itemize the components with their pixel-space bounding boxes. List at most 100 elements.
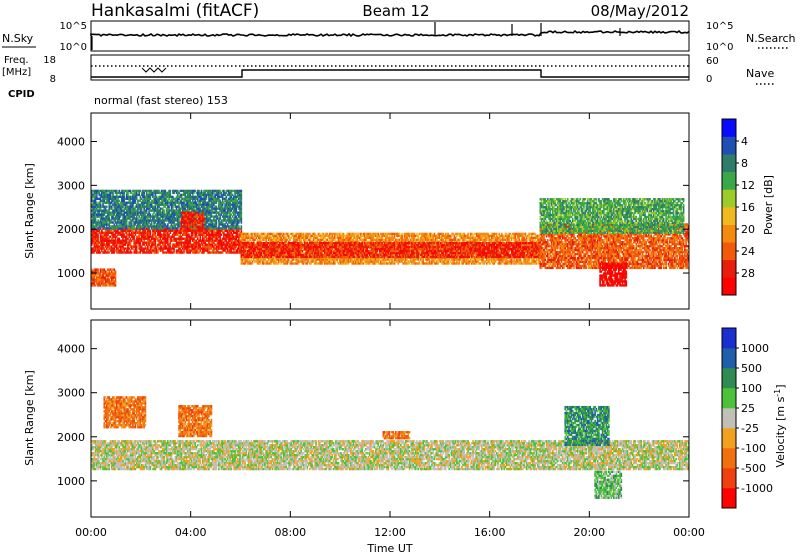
data-region xyxy=(564,405,610,446)
nave-tick-bottom: 0 xyxy=(706,74,712,85)
colorbar-swatch xyxy=(722,448,736,469)
colorbar-swatch xyxy=(722,408,736,429)
y-tick-label: 3000 xyxy=(57,387,85,400)
data-region xyxy=(599,262,628,287)
nsky-tick-bottom: 10^0 xyxy=(60,42,87,53)
power-heatmap xyxy=(91,189,689,287)
velocity-colorbar-label: Velocity [m s-1] xyxy=(773,384,787,467)
nave-dip xyxy=(141,67,167,73)
freq-label-1: Freq. xyxy=(4,55,29,66)
nave-tick-top: 60 xyxy=(706,56,719,67)
colorbar-tick-label: 12 xyxy=(741,179,755,192)
velocity-axes: 1000 2000 3000 4000 xyxy=(57,343,689,488)
date-title: 08/May/2012 xyxy=(591,2,689,20)
colorbar-swatch xyxy=(722,488,736,509)
colorbar-tick-label: 28 xyxy=(741,267,755,280)
colorbar-tick-label: 1000 xyxy=(741,342,769,355)
nsky-tick-top: 10^5 xyxy=(60,21,87,32)
nsearch-label: N.Search xyxy=(746,32,796,45)
data-region xyxy=(91,227,243,254)
nsky-label: N.Sky xyxy=(2,32,34,45)
freq-tick-top: 18 xyxy=(43,55,56,66)
colorbar-tick-label: 16 xyxy=(741,201,755,214)
freq-trace xyxy=(91,65,689,78)
colorbar-swatch xyxy=(722,428,736,449)
colorbar-tick-label: 8 xyxy=(741,157,748,170)
colorbar-tick-label: 100 xyxy=(741,382,762,395)
colorbar-tick-label: 25 xyxy=(741,402,755,415)
colorbar-swatch xyxy=(722,242,736,261)
colorbar-swatch xyxy=(722,224,736,243)
y-tick-label: 4000 xyxy=(57,343,85,356)
colorbar-swatch xyxy=(722,328,736,349)
x-tick-label: 12:00 xyxy=(374,526,406,539)
data-region xyxy=(382,431,411,440)
colorbar-swatch xyxy=(722,259,736,278)
freq-label-2: [MHz] xyxy=(2,67,31,78)
time-axis-label: Time UT xyxy=(366,542,412,554)
colorbar-swatch xyxy=(722,171,736,190)
nsearch-tick-bottom: 10^0 xyxy=(706,42,733,53)
data-region xyxy=(180,211,205,232)
nsearch-tick-top: 10^5 xyxy=(706,21,733,32)
colorbar-tick-label: 4 xyxy=(741,135,748,148)
colorbar-tick-label: 20 xyxy=(741,223,755,236)
colorbar-tick-label: -25 xyxy=(741,422,759,435)
data-region xyxy=(594,470,623,499)
x-tick-label: 08:00 xyxy=(274,526,306,539)
cpid-text: normal (fast stereo) 153 xyxy=(94,94,228,107)
colorbar-frame xyxy=(721,327,737,509)
colorbar-tick-label: -100 xyxy=(741,442,766,455)
colorbar-swatch xyxy=(722,277,736,296)
x-tick-label: 20:00 xyxy=(573,526,605,539)
data-region xyxy=(178,405,213,438)
x-tick-label: 00:00 xyxy=(673,526,705,539)
data-region xyxy=(539,198,685,234)
nave-label: Nave xyxy=(746,67,774,80)
freq-line xyxy=(91,69,689,78)
colorbar-swatch xyxy=(722,388,736,409)
colorbar-tick-label: -1000 xyxy=(741,482,773,495)
power-colorbar: 4 8 12 16 20 24 28 xyxy=(721,118,755,296)
beam-title: Beam 12 xyxy=(362,2,429,20)
y-tick-label: 1000 xyxy=(57,475,85,488)
velocity-colorbar: 1000 500 100 25 -25 -100 -500 -1000 xyxy=(721,327,773,509)
colorbar-swatch xyxy=(722,119,736,137)
freq-tick-bottom: 8 xyxy=(50,74,56,85)
nsky-trace xyxy=(90,22,690,50)
power-ylabel: Slant Range [km] xyxy=(23,163,36,259)
station-title: Hankasalmi (fitACF) xyxy=(91,1,259,21)
cpid-label: CPID xyxy=(8,89,35,100)
freq-strip xyxy=(90,54,690,81)
data-region xyxy=(103,396,147,429)
colorbar-swatch xyxy=(722,468,736,489)
time-axis: 00:00 04:00 08:00 12:00 16:00 20:00 00:00 xyxy=(75,113,705,539)
colorbar-swatch xyxy=(722,136,736,155)
y-tick-label: 3000 xyxy=(57,179,85,192)
colorbar-swatch xyxy=(722,207,736,225)
data-region xyxy=(539,223,689,270)
colorbar-swatch xyxy=(722,368,736,389)
colorbar-tick-label: 500 xyxy=(741,362,762,375)
data-region xyxy=(91,268,117,287)
x-tick-label: 04:00 xyxy=(175,526,207,539)
velocity-heatmap xyxy=(91,396,689,499)
colorbar-swatch xyxy=(722,348,736,369)
data-region xyxy=(91,189,243,230)
colorbar-tick-label: -500 xyxy=(741,462,766,475)
colorbar-swatch xyxy=(722,154,736,173)
y-tick-label: 2000 xyxy=(57,223,85,236)
y-tick-label: 4000 xyxy=(57,136,85,149)
data-region xyxy=(240,241,540,259)
x-tick-label: 16:00 xyxy=(474,526,506,539)
y-tick-label: 1000 xyxy=(57,267,85,280)
colorbar-tick-label: 24 xyxy=(741,245,755,258)
power-axes: 1000 2000 3000 4000 xyxy=(57,136,689,280)
power-colorbar-label: Power [dB] xyxy=(762,175,775,235)
y-tick-label: 2000 xyxy=(57,431,85,444)
velocity-ylabel: Slant Range [km] xyxy=(23,370,36,466)
nsky-line xyxy=(90,29,690,38)
data-region xyxy=(91,440,689,471)
colorbar-swatch xyxy=(722,189,736,208)
